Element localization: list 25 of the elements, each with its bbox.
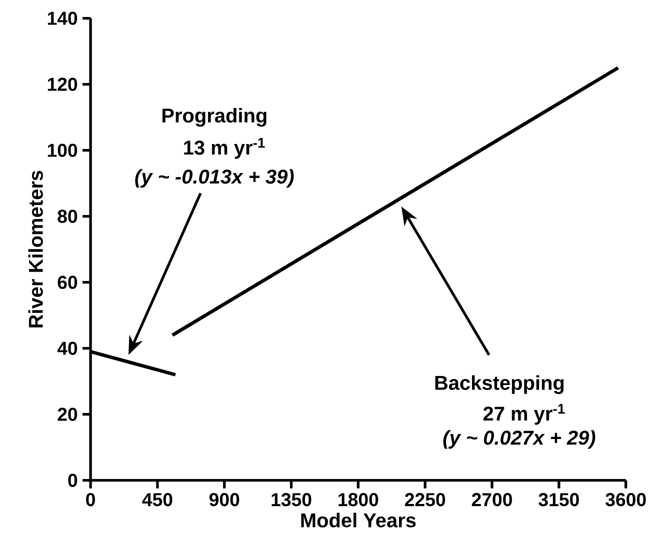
y-tick-label: 140 <box>48 12 78 25</box>
x-tick-label: 1800 <box>338 492 378 506</box>
annotation: Prograding <box>162 108 266 127</box>
annotation: 13 m yr$^{-1}$ <box>184 138 265 159</box>
x-tick-label: 0 <box>86 492 95 506</box>
annotation: Backstepping <box>435 375 564 394</box>
x-tick-label: 1350 <box>272 492 312 506</box>
y-tick-label: 100 <box>48 144 78 157</box>
y-tick-label: 80 <box>58 210 78 223</box>
y-tick-label: 20 <box>58 408 78 421</box>
x-tick-label: 450 <box>142 492 172 506</box>
annotation: (y ~ -0.013x + 39) <box>135 168 294 188</box>
x-tick-label: 900 <box>209 492 240 506</box>
y-tick-label: 120 <box>48 78 78 91</box>
x-tick-label: 2700 <box>472 492 512 506</box>
x-axis-title: Model Years <box>301 512 416 528</box>
y-axis-title: River Kilometers <box>28 170 43 328</box>
x-tick-label: 2250 <box>405 492 446 506</box>
y-tick-label: 40 <box>57 342 78 355</box>
x-tick-label: 3150 <box>538 492 579 506</box>
annotation: 27 m yr$^{-1}$ <box>483 404 565 425</box>
x-tick-label: 3600 <box>606 492 646 506</box>
annotation: (y ~ 0.027x + 29) <box>443 430 596 449</box>
y-tick-label: 60 <box>58 276 78 289</box>
y-tick-label: 0 <box>68 474 78 487</box>
